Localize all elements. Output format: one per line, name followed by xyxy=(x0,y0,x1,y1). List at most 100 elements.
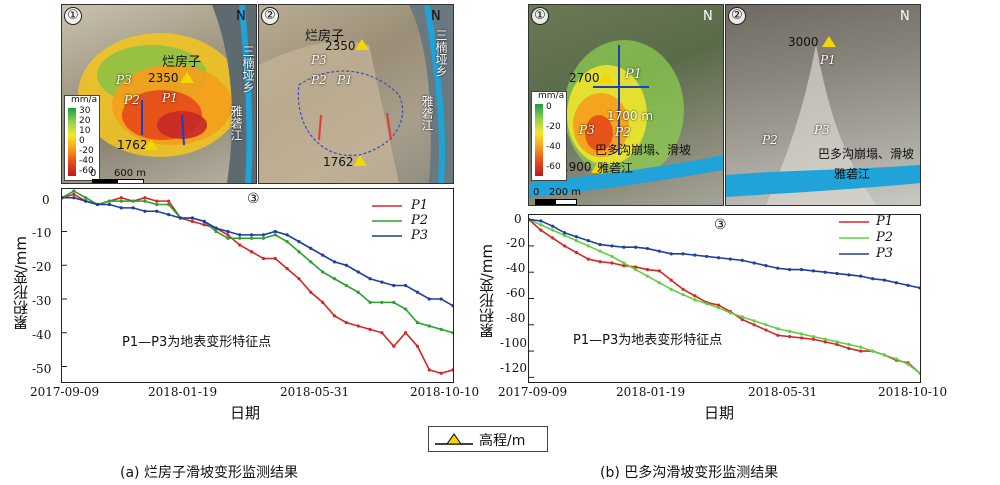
data-point-p3 xyxy=(72,196,76,200)
data-point-p3 xyxy=(574,235,578,239)
colorbar-tick: -40 xyxy=(546,142,561,152)
data-point-p3 xyxy=(392,283,396,288)
data-point-p1 xyxy=(610,261,614,265)
panel-number: ① xyxy=(64,7,82,25)
data-point-p1 xyxy=(835,342,839,347)
elevation-label: 2350 xyxy=(148,71,179,85)
data-point-p3 xyxy=(427,297,431,301)
data-point-p1 xyxy=(72,192,76,196)
left-chart-ylabel: 累积形变/mm xyxy=(12,236,30,331)
river-label: 雅砻江 xyxy=(420,95,434,131)
left-map-2: ② 烂房子 2350 P3 P2 P1 1762 N 三楠垭乡 雅砻江 xyxy=(258,4,454,184)
north-arrow: N xyxy=(236,9,246,24)
data-point-p1 xyxy=(143,196,147,200)
data-point-p3 xyxy=(309,246,313,250)
elevation-marker xyxy=(180,72,194,83)
scale-zero: 0 xyxy=(533,187,540,198)
town-label: 三楠垭乡 xyxy=(241,45,255,93)
data-point-p3 xyxy=(539,219,543,223)
river-label: 雅砻江 xyxy=(834,167,871,181)
elevation-marker xyxy=(599,72,613,83)
left-map-2-graphic xyxy=(259,5,453,183)
point-p1: P1 xyxy=(820,53,836,67)
data-point-p2 xyxy=(539,223,543,227)
data-point-p2 xyxy=(811,335,815,339)
data-point-p3 xyxy=(752,261,756,265)
data-point-p3 xyxy=(332,260,337,264)
data-point-p3 xyxy=(882,278,887,282)
colorbar-tick: -60 xyxy=(79,166,94,176)
data-point-p3 xyxy=(728,257,733,261)
data-point-p2 xyxy=(871,349,875,353)
data-point-p1 xyxy=(392,344,396,348)
north-arrow: N xyxy=(900,9,910,24)
data-point-p3 xyxy=(285,233,289,237)
data-point-p3 xyxy=(297,240,301,244)
data-point-p2 xyxy=(681,292,685,297)
data-point-p1 xyxy=(273,256,277,261)
data-point-p3 xyxy=(119,206,123,210)
right-ytick: 0 xyxy=(514,212,522,226)
data-point-p2 xyxy=(238,236,242,240)
data-point-p3 xyxy=(764,264,768,268)
left-map-1-graphic xyxy=(78,5,256,183)
data-point-p1 xyxy=(285,267,289,271)
point-p1: P1 xyxy=(337,73,353,87)
elevation-legend-label: 高程/m xyxy=(479,433,526,449)
data-point-p3 xyxy=(799,267,804,272)
data-point-p1 xyxy=(238,243,242,247)
data-point-p1 xyxy=(776,333,780,337)
data-point-p1 xyxy=(669,278,673,282)
data-point-p1 xyxy=(645,267,650,272)
colorbar-tick: 0 xyxy=(79,136,85,146)
point-p3: P3 xyxy=(116,73,132,87)
panel-number: ② xyxy=(728,7,746,25)
data-point-p3 xyxy=(238,233,242,237)
data-point-p1 xyxy=(657,269,661,273)
colorbar-gradient xyxy=(68,108,76,176)
data-point-p3 xyxy=(368,277,372,281)
data-point-p1 xyxy=(321,300,325,304)
elevation-low-label: 1900 xyxy=(561,160,592,174)
colorbar-tick: 0 xyxy=(546,102,552,112)
data-point-p3 xyxy=(155,209,159,213)
data-point-p3 xyxy=(906,283,910,287)
elevation-marker xyxy=(355,39,369,50)
data-point-p2 xyxy=(693,298,697,302)
data-point-p3 xyxy=(562,231,567,235)
data-point-p1 xyxy=(562,244,567,248)
point-p2: P2 xyxy=(615,125,631,139)
data-point-p1 xyxy=(847,346,851,351)
data-point-p2 xyxy=(404,307,408,311)
data-point-p1 xyxy=(859,349,863,353)
point-p2: P2 xyxy=(762,133,778,147)
data-point-p1 xyxy=(167,199,171,203)
data-point-p3 xyxy=(95,202,100,207)
data-point-p1 xyxy=(823,340,827,344)
point-p2: P2 xyxy=(124,93,140,107)
elevation-legend: 高程/m xyxy=(428,426,548,452)
north-arrow: N xyxy=(703,9,713,24)
data-point-p2 xyxy=(84,196,88,200)
data-point-p3 xyxy=(527,218,531,222)
data-point-p1 xyxy=(764,328,768,332)
data-point-p2 xyxy=(273,233,277,237)
series-line-p2 xyxy=(61,190,454,334)
elevation-label: 2350 xyxy=(325,39,356,53)
legend-p3: P3 xyxy=(411,228,429,243)
data-point-p3 xyxy=(404,283,408,288)
data-point-p1 xyxy=(415,344,420,348)
data-point-p1 xyxy=(574,250,578,255)
legend-p2: P2 xyxy=(876,230,894,245)
data-point-p2 xyxy=(356,290,360,294)
chart-number: ③ xyxy=(714,217,727,233)
data-point-p1 xyxy=(598,260,602,264)
data-point-p2 xyxy=(368,300,372,304)
series-line-p2 xyxy=(528,218,921,375)
left-xtick: 2017-09-09 xyxy=(30,385,100,399)
series-line-p3 xyxy=(62,196,454,307)
data-point-p2 xyxy=(72,189,76,193)
data-point-p1 xyxy=(249,250,254,254)
data-point-p3 xyxy=(273,229,277,234)
data-point-p2 xyxy=(752,319,756,323)
